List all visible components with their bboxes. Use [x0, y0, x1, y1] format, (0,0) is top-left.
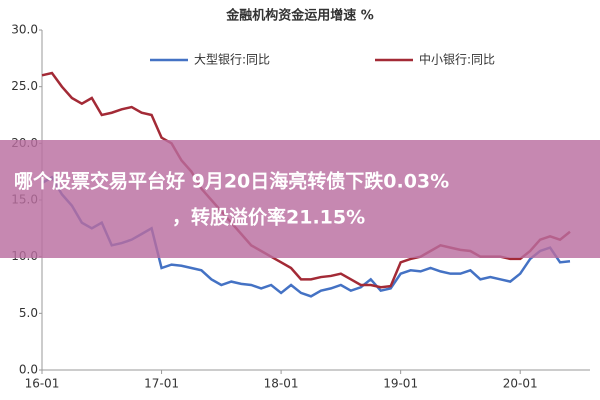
banner-background: [0, 140, 600, 258]
y-tick-label: 0.0: [19, 363, 38, 377]
legend-label: 中小银行:同比: [419, 52, 495, 67]
legend-label: 大型银行:同比: [194, 53, 270, 67]
x-tick-label: 16-01: [25, 377, 60, 391]
x-tick-label: 17-01: [144, 377, 179, 391]
chart-title: 金融机构资金运用增速 %: [225, 8, 374, 24]
x-tick-label: 18-01: [264, 377, 299, 391]
y-tick-label: 30.0: [11, 23, 38, 37]
x-tick-label: 20-01: [503, 377, 538, 391]
banner-text: ，转股溢价率21.15%: [172, 206, 365, 229]
y-tick-label: 5.0: [19, 306, 38, 320]
y-tick-label: 25.0: [11, 79, 38, 93]
x-tick-label: 19-01: [383, 377, 418, 391]
banner-text: 哪个股票交易平台好 9月20日海亮转债下跌0.03%: [14, 170, 449, 193]
